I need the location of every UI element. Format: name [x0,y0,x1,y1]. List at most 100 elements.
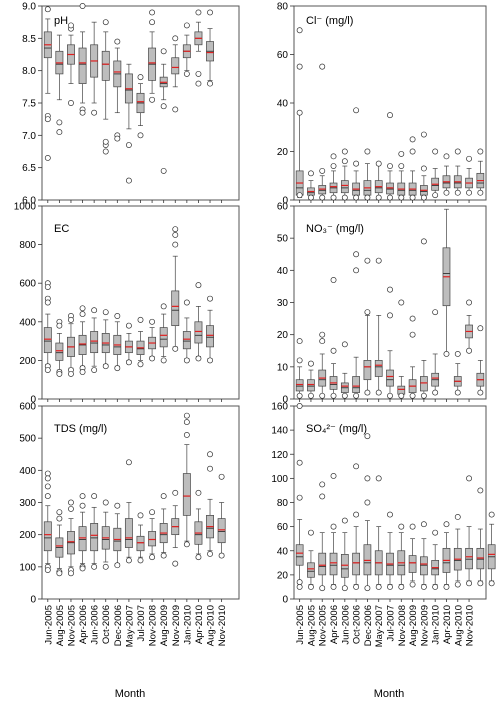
outlier-point [172,345,179,352]
y-tick-label: 6.0 [22,196,36,207]
outlier-point [79,502,86,509]
outlier-point [432,309,439,316]
iqr-box [206,325,214,348]
outlier-point [477,325,484,332]
outlier-point [207,551,213,557]
outlier-point [364,585,371,592]
box-1 [55,34,64,136]
box-16 [476,325,485,396]
outlier-point [68,100,74,106]
outlier-point [114,502,121,509]
outlier-point [319,63,326,70]
box-5 [101,19,110,155]
outlier-point [296,109,303,116]
outlier-point [207,451,213,458]
outlier-point [137,361,144,368]
outlier-point [149,509,156,516]
iqr-box [318,185,327,195]
outlier-point [443,351,450,357]
outlier-point [319,338,326,345]
y-tick-label: 60 [277,50,289,61]
outlier-point [420,392,427,399]
y-tick-label: 40 [277,99,289,110]
y-tick-label: 80 [277,498,289,509]
x-tick-label: Nov-2009 [419,605,430,646]
box-10 [159,48,168,174]
outlier-point [172,226,179,233]
y-tick-label: 0 [282,595,288,606]
outlier-point [398,583,405,590]
outlier-point [102,148,109,155]
y-tick-label: 1000 [14,202,37,213]
outlier-point [353,194,360,201]
x-tick-label: Nov-2009 [171,605,182,646]
outlier-point [183,432,190,438]
outlier-point [56,370,63,377]
box-10 [408,523,417,588]
outlier-point [398,150,405,157]
box-5 [101,309,110,370]
box-7 [374,475,383,590]
x-tick-label: Nov-2010 [217,605,228,646]
outlier-point [307,194,314,201]
outlier-point [330,277,337,283]
outlier-point [466,580,473,587]
outlier-point [149,9,156,16]
panel-title: SO₄²⁻ (mg/l) [306,423,367,435]
outlier-point [79,565,86,572]
box-5 [352,463,360,590]
iqr-box [182,331,191,350]
box-6 [113,313,122,372]
box-4 [90,21,99,116]
outlier-point [420,521,427,528]
x-tick-label: May-2007 [124,605,135,647]
y-tick-label: 7.5 [22,99,36,110]
outlier-point [114,365,121,372]
box-8 [136,512,145,564]
x-tick-label: May-2007 [374,605,385,647]
outlier-point [160,303,167,310]
box-3 [78,3,87,116]
y-tick-label: 8.5 [22,34,36,45]
outlier-point [296,357,303,364]
iqr-box [465,547,473,570]
outlier-point [353,251,360,258]
outlier-point [125,459,132,466]
box-13 [194,489,203,561]
outlier-point [137,512,144,519]
outlier-point [68,370,74,377]
y-tick-label: 80 [277,2,289,13]
x-tick-label: Oct-2006 [352,605,363,644]
outlier-point [330,194,337,201]
outlier-point [56,119,63,126]
x-tick-label: Aug-2005 [306,605,317,646]
outlier-point [68,316,74,323]
outlier-point [420,131,427,138]
iqr-box [90,331,99,354]
outlier-point [149,554,156,561]
outlier-point [387,511,393,518]
box-2 [67,313,75,377]
outlier-point [91,493,98,500]
outlier-point [387,194,393,201]
box-14 [206,451,214,557]
outlier-point [44,367,51,373]
outlier-point [102,309,109,316]
outlier-point [296,392,303,399]
outlier-point [443,153,450,160]
outlier-point [409,392,416,399]
outlier-point [183,70,190,77]
box-3 [78,305,87,375]
outlier-point [296,583,303,590]
outlier-point [443,583,450,590]
box-15 [465,155,473,196]
x-tick-label: Jan-2010 [182,605,193,645]
x-tick-label: Jun-2005 [295,605,306,645]
outlier-point [183,357,190,364]
box-9 [148,9,157,103]
outlier-point [375,257,382,264]
iqr-box [363,360,372,381]
outlier-point [91,563,98,570]
outlier-point [330,583,337,590]
outlier-point [137,557,144,564]
